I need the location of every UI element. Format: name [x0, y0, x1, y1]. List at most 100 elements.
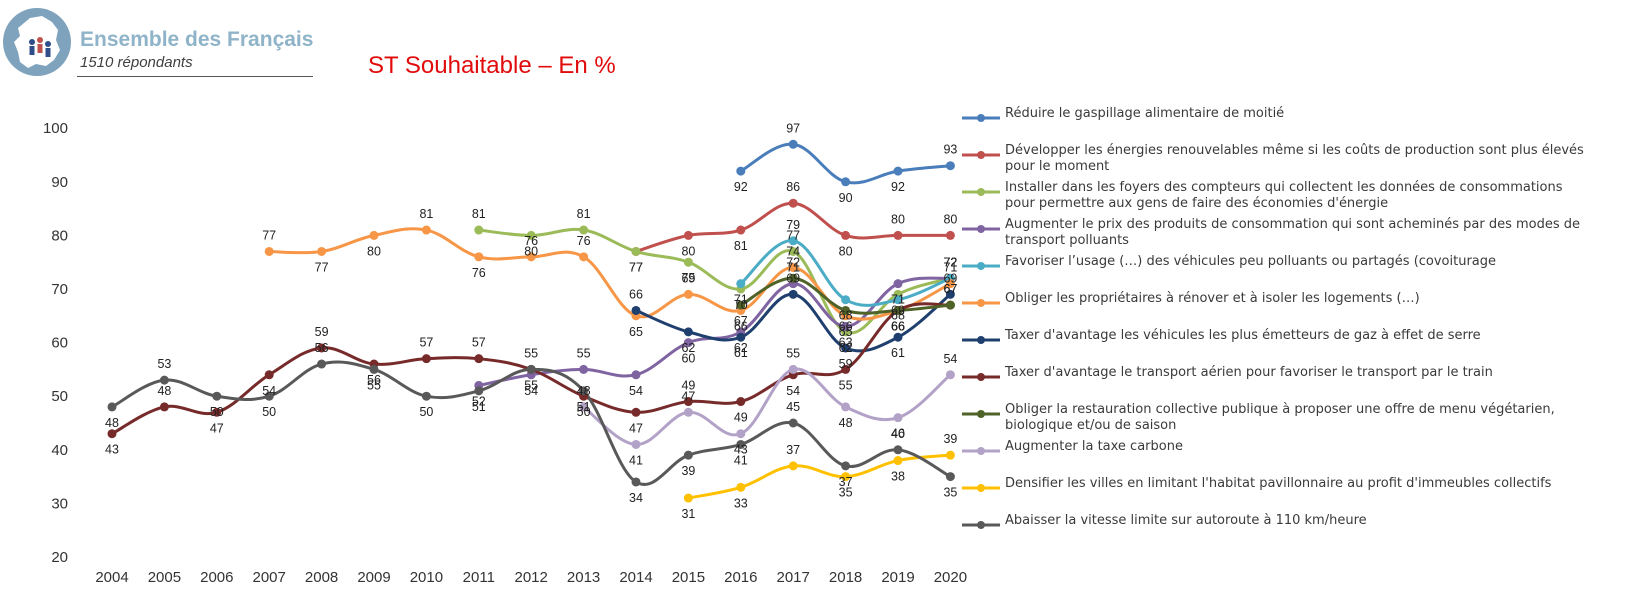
legend-entry: Installer dans les foyers des compteurs … [962, 180, 1592, 220]
data-label: 54 [943, 352, 957, 366]
data-point [474, 386, 484, 396]
data-point [841, 305, 851, 315]
data-label: 72 [943, 255, 957, 269]
data-label: 79 [786, 218, 800, 232]
data-point [945, 300, 955, 310]
data-point [683, 289, 693, 299]
data-label: 47 [210, 421, 224, 435]
data-label: 92 [734, 180, 748, 194]
legend-entry: Augmenter le prix des produits de consom… [962, 217, 1592, 257]
data-point [841, 343, 851, 353]
data-label: 53 [157, 357, 171, 371]
y-tick-label: 30 [51, 495, 68, 512]
x-tick-label: 2007 [253, 569, 286, 586]
data-label: 57 [472, 336, 486, 350]
header-title: Ensemble des Français [80, 28, 314, 51]
data-label: 37 [839, 475, 853, 489]
data-point [631, 439, 641, 449]
data-point [264, 246, 274, 256]
chart-axes: 20 30 40 50 60 70 80 90 100 2004 2005 2006 2007 2008 2… [43, 120, 967, 586]
legend-entry: Réduire le gaspillage alimentaire de moi… [962, 106, 1592, 146]
data-point [945, 279, 955, 289]
data-label: 80 [367, 244, 381, 258]
data-label: 65 [839, 325, 853, 339]
data-label: 50 [419, 405, 433, 419]
data-point [945, 161, 955, 171]
data-label: 70 [734, 298, 748, 312]
data-point [683, 327, 693, 337]
data-label: 48 [105, 416, 119, 430]
data-point [683, 230, 693, 240]
data-point [893, 305, 903, 315]
data-point [526, 252, 536, 262]
data-label: 80 [524, 244, 538, 258]
data-point [369, 230, 379, 240]
x-tick-label: 2020 [934, 569, 967, 586]
data-point [683, 338, 693, 348]
data-point [788, 263, 798, 273]
y-tick-label: 40 [51, 442, 68, 459]
data-label: 77 [262, 228, 276, 242]
data-label: 63 [839, 336, 853, 350]
data-label: 49 [681, 379, 695, 393]
data-point [683, 493, 693, 503]
legend-label: Obliger les propriétaires à rénover et à… [1005, 291, 1420, 306]
data-label: 66 [891, 319, 905, 333]
data-label: 62 [681, 341, 695, 355]
x-tick-label: 2014 [619, 569, 652, 586]
data-label: 76 [524, 234, 538, 248]
data-point [631, 305, 641, 315]
data-point [317, 359, 327, 369]
data-label: 80 [681, 244, 695, 258]
legend-swatch [962, 410, 1000, 418]
data-label: 55 [577, 346, 591, 360]
data-label: 34 [629, 491, 643, 505]
legend-swatch [962, 373, 1000, 381]
data-label: 60 [681, 352, 695, 366]
chart-points [107, 139, 955, 503]
data-label: 43 [105, 443, 119, 457]
data-label: 47 [681, 389, 695, 403]
legend-label: Développer les énergies renouvelables mê… [1005, 143, 1584, 174]
data-point [736, 279, 746, 289]
x-tick-label: 2004 [95, 569, 128, 586]
x-tick-label: 2013 [567, 569, 600, 586]
header-divider [77, 76, 313, 77]
data-label: 69 [943, 271, 957, 285]
data-point [893, 166, 903, 176]
data-label: 81 [577, 207, 591, 221]
y-tick-label: 60 [51, 335, 68, 352]
legend-entry: Développer les énergies renouvelables mê… [962, 143, 1592, 183]
data-label: 67 [943, 282, 957, 296]
data-label: 54 [786, 384, 800, 398]
y-tick-label: 20 [51, 549, 68, 566]
data-point [736, 397, 746, 407]
data-label: 50 [577, 405, 591, 419]
legend-label: Abaisser la vitesse limite sur autoroute… [1005, 513, 1367, 528]
data-point [893, 332, 903, 342]
data-point [683, 397, 693, 407]
data-point [788, 364, 798, 374]
data-label: 59 [839, 357, 853, 371]
data-label: 56 [367, 373, 381, 387]
data-point [421, 225, 431, 235]
data-label: 33 [734, 496, 748, 510]
data-point [893, 295, 903, 305]
data-label: 72 [786, 255, 800, 269]
y-tick-label: 50 [51, 388, 68, 405]
y-tick-label: 100 [43, 120, 68, 137]
data-point [736, 439, 746, 449]
data-point [264, 391, 274, 401]
legend-swatch [962, 225, 1000, 233]
data-label: 55 [367, 378, 381, 392]
data-point [631, 477, 641, 487]
y-tick-label: 80 [51, 227, 68, 244]
data-point [579, 364, 589, 374]
data-label: 59 [315, 325, 329, 339]
data-label: 80 [943, 212, 957, 226]
data-point [474, 354, 484, 364]
data-label: 43 [734, 443, 748, 457]
legend-label: Augmenter la taxe carbone [1005, 439, 1183, 454]
legend-swatch [962, 484, 1000, 492]
data-label: 92 [891, 180, 905, 194]
